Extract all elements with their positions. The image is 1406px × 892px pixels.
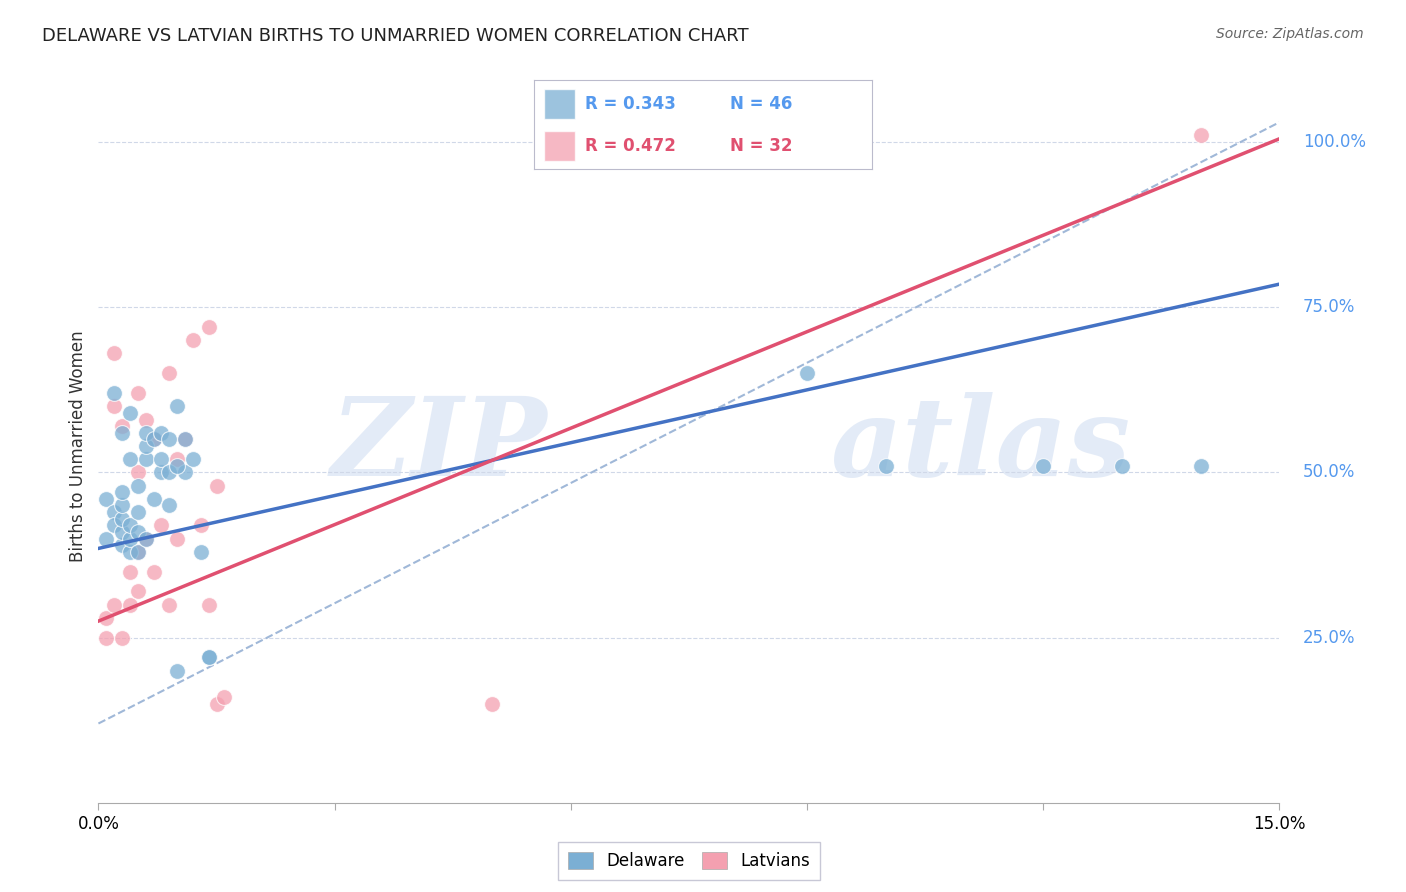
- Text: Source: ZipAtlas.com: Source: ZipAtlas.com: [1216, 27, 1364, 41]
- FancyBboxPatch shape: [544, 89, 575, 119]
- Text: 50.0%: 50.0%: [1303, 464, 1355, 482]
- Point: [166, 452, 188, 467]
- Point: [127, 478, 149, 492]
- Point: [135, 532, 157, 546]
- Point: [197, 598, 219, 612]
- Point: [103, 598, 125, 612]
- Point: [103, 400, 125, 414]
- Point: [127, 545, 149, 559]
- Point: [174, 433, 197, 447]
- Point: [118, 406, 141, 420]
- Point: [150, 518, 173, 533]
- Point: [190, 518, 212, 533]
- Point: [174, 466, 197, 480]
- Point: [166, 458, 188, 473]
- Point: [96, 611, 118, 625]
- Point: [197, 320, 219, 334]
- Point: [111, 524, 134, 539]
- FancyBboxPatch shape: [544, 131, 575, 161]
- Point: [96, 631, 118, 645]
- Point: [103, 386, 125, 401]
- Point: [150, 452, 173, 467]
- Point: [111, 538, 134, 552]
- Point: [166, 664, 188, 678]
- Point: [118, 545, 141, 559]
- Point: [1111, 458, 1133, 473]
- Point: [796, 367, 818, 381]
- Point: [96, 532, 118, 546]
- Point: [166, 400, 188, 414]
- Point: [111, 425, 134, 440]
- Point: [127, 545, 149, 559]
- Text: N = 46: N = 46: [730, 95, 793, 113]
- Text: 75.0%: 75.0%: [1303, 298, 1355, 317]
- Point: [157, 499, 180, 513]
- Point: [214, 690, 236, 704]
- Text: atlas: atlas: [831, 392, 1130, 500]
- Point: [181, 452, 204, 467]
- Point: [135, 439, 157, 453]
- Point: [111, 485, 134, 500]
- Point: [142, 565, 165, 579]
- Point: [150, 425, 173, 440]
- Point: [157, 433, 180, 447]
- Point: [1189, 128, 1212, 143]
- Text: N = 32: N = 32: [730, 137, 793, 155]
- Point: [103, 505, 125, 519]
- Point: [157, 466, 180, 480]
- Point: [118, 518, 141, 533]
- Point: [197, 650, 219, 665]
- Point: [1189, 458, 1212, 473]
- Point: [190, 545, 212, 559]
- Point: [157, 367, 180, 381]
- Point: [118, 565, 141, 579]
- Point: [127, 466, 149, 480]
- Point: [96, 491, 118, 506]
- Point: [118, 452, 141, 467]
- Point: [127, 505, 149, 519]
- Point: [166, 532, 188, 546]
- Point: [481, 697, 503, 711]
- Text: ZIP: ZIP: [330, 392, 547, 500]
- Point: [142, 491, 165, 506]
- Point: [127, 584, 149, 599]
- Point: [142, 433, 165, 447]
- Point: [150, 466, 173, 480]
- Point: [127, 386, 149, 401]
- Point: [205, 697, 228, 711]
- Point: [118, 532, 141, 546]
- Point: [205, 478, 228, 492]
- Point: [111, 499, 134, 513]
- Point: [875, 458, 897, 473]
- Point: [181, 333, 204, 347]
- Point: [135, 452, 157, 467]
- Text: DELAWARE VS LATVIAN BIRTHS TO UNMARRIED WOMEN CORRELATION CHART: DELAWARE VS LATVIAN BIRTHS TO UNMARRIED …: [42, 27, 749, 45]
- Point: [111, 511, 134, 525]
- Point: [197, 650, 219, 665]
- Text: R = 0.343: R = 0.343: [585, 95, 676, 113]
- Y-axis label: Births to Unmarried Women: Births to Unmarried Women: [69, 330, 87, 562]
- Point: [157, 598, 180, 612]
- Point: [127, 524, 149, 539]
- Point: [118, 598, 141, 612]
- Point: [1032, 458, 1054, 473]
- Point: [135, 412, 157, 426]
- Text: R = 0.472: R = 0.472: [585, 137, 676, 155]
- Point: [103, 346, 125, 360]
- Point: [111, 419, 134, 434]
- Text: 25.0%: 25.0%: [1303, 629, 1355, 647]
- Point: [135, 425, 157, 440]
- Text: 100.0%: 100.0%: [1303, 133, 1367, 151]
- Legend: Delaware, Latvians: Delaware, Latvians: [558, 842, 820, 880]
- Point: [135, 532, 157, 546]
- Point: [111, 631, 134, 645]
- Point: [174, 433, 197, 447]
- Point: [103, 518, 125, 533]
- Point: [142, 433, 165, 447]
